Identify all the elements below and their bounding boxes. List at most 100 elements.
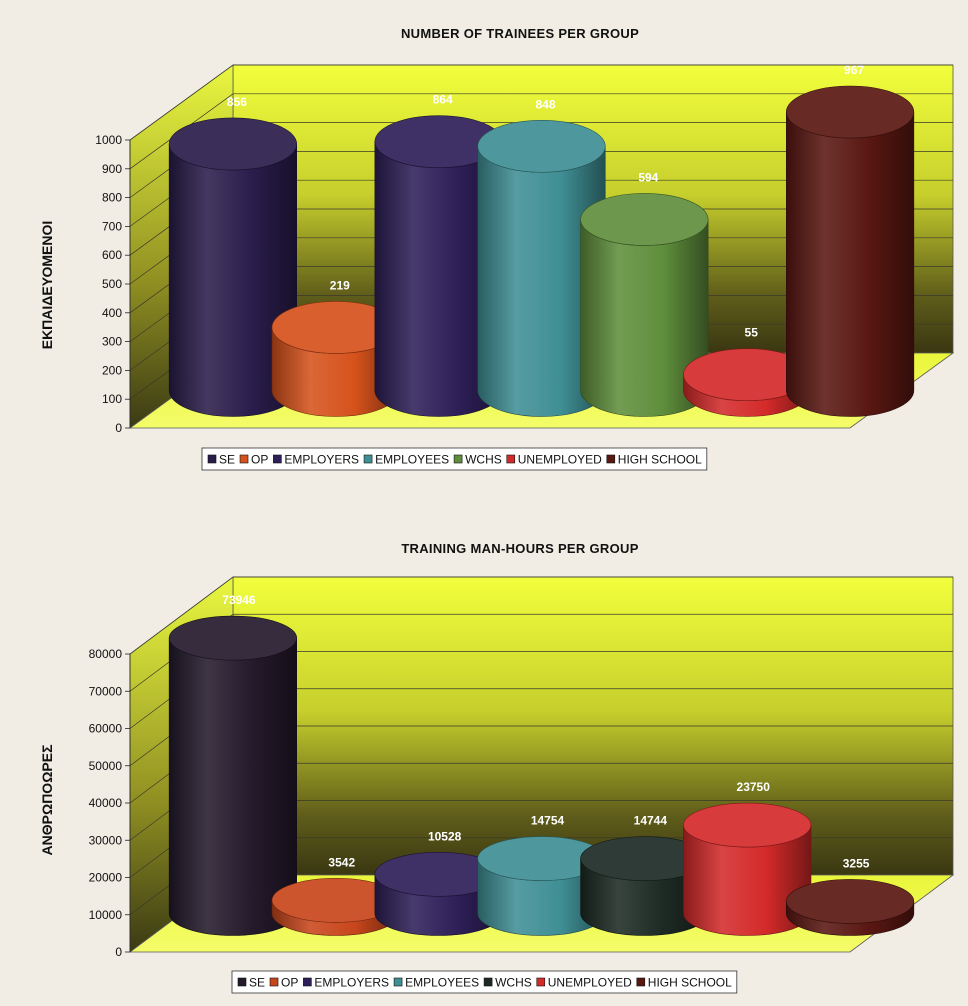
legend-swatch: [453, 454, 463, 464]
bar-op: [271, 301, 400, 417]
bar-wchs: [580, 836, 709, 936]
legend-label: EMPLOYERS: [314, 976, 389, 990]
y-axis-label: ΑΝΘΡΩΠΟΩΡΕΣ: [39, 745, 55, 856]
legend-item-unemployed: UNEMPLOYED: [536, 976, 632, 990]
legend-label: EMPLOYEES: [405, 976, 479, 990]
bar-se: [168, 615, 298, 936]
legend-swatch: [536, 977, 546, 987]
legend-item-employees: EMPLOYEES: [363, 453, 449, 467]
legend-swatch: [363, 454, 373, 464]
data-label-se: 856: [227, 95, 247, 109]
legend-label: SE: [249, 976, 265, 990]
data-label-high-school: 3255: [843, 856, 870, 870]
legend-swatch: [393, 977, 403, 987]
legend-label: UNEMPLOYED: [518, 453, 602, 467]
data-label-high-school: 967: [844, 63, 864, 77]
y-tick-label: 20000: [89, 871, 123, 885]
cylinder-top: [785, 879, 915, 924]
legend-item-op: OP: [269, 976, 298, 990]
legend-label: HIGH SCHOOL: [648, 976, 732, 990]
y-tick-label: 800: [102, 191, 122, 205]
gridline: [129, 64, 234, 141]
y-tick-label: 10000: [89, 908, 123, 922]
chart-title: TRAINING MAN-HOURS PER GROUP: [401, 541, 638, 556]
bar-wchs: [580, 193, 709, 417]
y-tick-label: 70000: [89, 684, 123, 698]
y-tick-label: 50000: [89, 759, 123, 773]
y-tick-label: 600: [102, 248, 122, 262]
data-label-wchs: 14744: [634, 814, 668, 828]
legend-label: SE: [219, 453, 235, 467]
legend-item-se: SE: [207, 453, 235, 467]
legend-item-high-school: HIGH SCHOOL: [636, 976, 732, 990]
legend-label: EMPLOYEES: [375, 453, 449, 467]
data-label-wchs: 594: [638, 170, 658, 184]
y-tick-label: 0: [115, 421, 122, 435]
cylinder-top: [580, 193, 709, 246]
legend-item-employers: EMPLOYERS: [273, 453, 359, 467]
legend-swatch: [269, 977, 279, 987]
gridline: [129, 576, 234, 655]
legend-swatch: [239, 454, 249, 464]
legend-label: EMPLOYERS: [284, 453, 359, 467]
legend-swatch: [506, 454, 516, 464]
legend-item-wchs: WCHS: [483, 976, 532, 990]
data-label-employees: 848: [535, 97, 555, 111]
y-tick-label: 60000: [89, 722, 123, 736]
bar-high-school: [785, 879, 915, 936]
legend-item-op: OP: [239, 453, 268, 467]
bar-high-school: [785, 85, 915, 417]
data-label-employers: 864: [433, 93, 453, 107]
legend: SE OP EMPLOYERS EMPLOYEES WCHS UNEMPLOYED HIGH…: [201, 447, 708, 471]
y-tick-label: 500: [102, 277, 122, 291]
legend-label: OP: [251, 453, 268, 467]
y-tick-label: 80000: [89, 647, 123, 661]
legend-item-employees: EMPLOYEES: [393, 976, 479, 990]
data-label-op: 219: [330, 278, 350, 292]
cylinder-top: [168, 615, 298, 661]
legend-item-high-school: HIGH SCHOOL: [606, 453, 702, 467]
legend-label: WCHS: [465, 453, 502, 467]
legend-label: OP: [281, 976, 298, 990]
cylinder-body: [786, 112, 915, 417]
man-hours-chart: TRAINING MAN-HOURS PER GROUP 0 10000 20000 3…: [39, 541, 955, 994]
data-label-employers: 10528: [428, 829, 462, 843]
cylinder-top: [477, 119, 606, 173]
data-label-se: 73946: [222, 593, 256, 607]
y-tick-label: 900: [102, 162, 122, 176]
bar-se: [168, 117, 298, 417]
y-axis-label: ΕΚΠΑΙΔΕΥΟΜΕΝΟΙ: [39, 221, 55, 350]
y-tick-label: 30000: [89, 833, 123, 847]
legend-swatch: [483, 977, 493, 987]
y-tick-label: 300: [102, 335, 122, 349]
cylinder-top: [683, 802, 812, 848]
y-tick-label: 100: [102, 392, 122, 406]
legend-item-se: SE: [237, 976, 265, 990]
bar-employees: [477, 836, 606, 936]
legend-swatch: [636, 977, 646, 987]
y-tick-label: 40000: [89, 796, 123, 810]
trainees-chart: NUMBER OF TRAINEES PER GROUP 0 100 200 300 40…: [39, 26, 955, 471]
legend-swatch: [273, 454, 282, 464]
legend-item-employers: EMPLOYERS: [303, 976, 389, 990]
y-tick-label: 1000: [95, 133, 122, 147]
legend-label: UNEMPLOYED: [548, 976, 632, 990]
data-label-employees: 14754: [531, 814, 565, 828]
cylinder-top: [168, 117, 298, 171]
y-tick-label: 200: [102, 363, 122, 377]
legend-swatch: [606, 454, 616, 464]
bar-employers: [374, 115, 503, 417]
y-tick-label: 700: [102, 219, 122, 233]
legend-item-unemployed: UNEMPLOYED: [506, 453, 602, 467]
legend-item-wchs: WCHS: [453, 453, 502, 467]
legend-label: HIGH SCHOOL: [618, 453, 702, 467]
chart-title: NUMBER OF TRAINEES PER GROUP: [401, 26, 639, 41]
legend-swatch: [303, 977, 312, 987]
data-label-unemployed: 55: [745, 326, 759, 340]
cylinder-top: [785, 85, 915, 139]
legend: SE OP EMPLOYERS EMPLOYEES WCHS UNEMPLOYED HIGH…: [231, 970, 738, 994]
data-label-unemployed: 23750: [737, 780, 771, 794]
legend-swatch: [237, 977, 247, 987]
y-tick-label: 0: [115, 945, 122, 959]
